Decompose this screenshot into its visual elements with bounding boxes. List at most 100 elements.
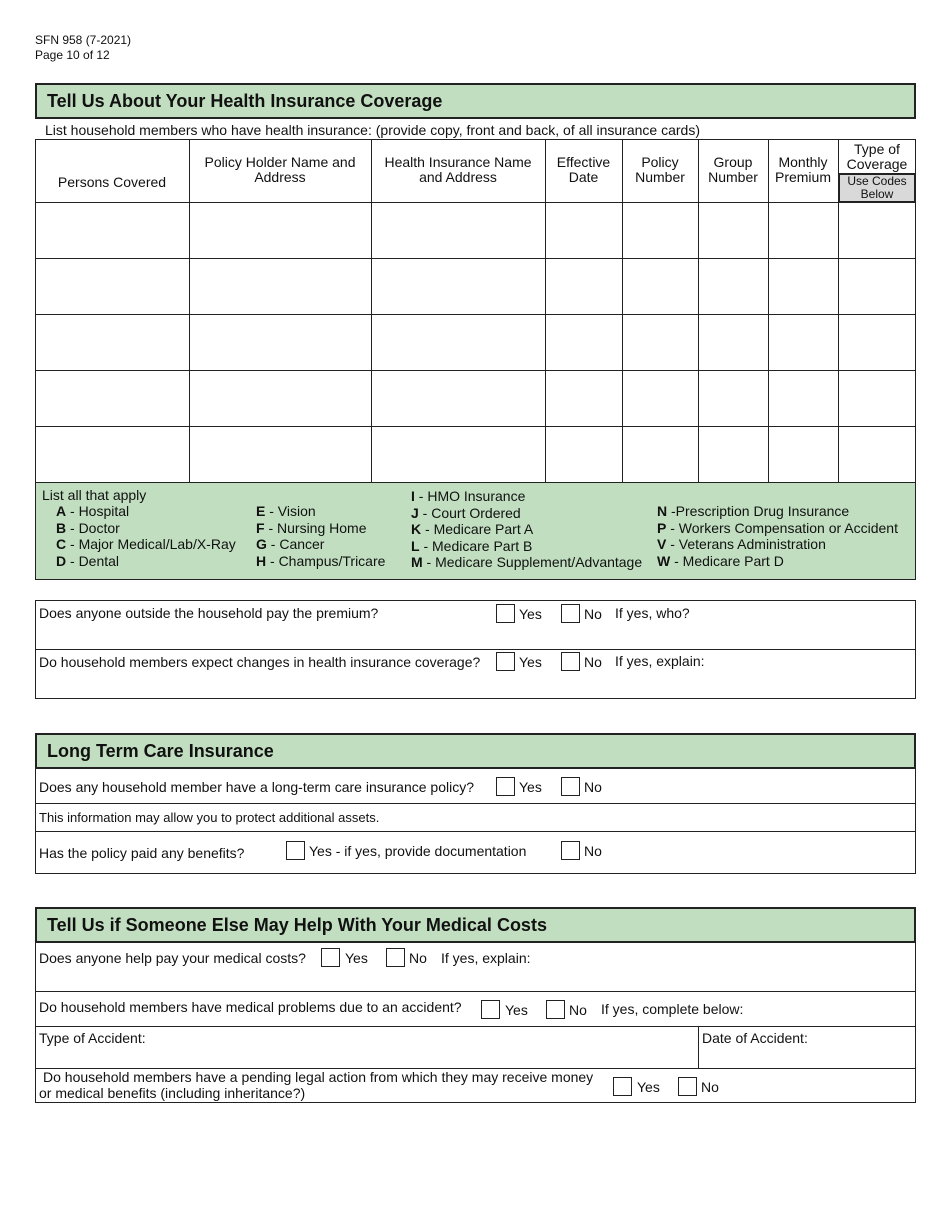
no-label: No (409, 950, 427, 966)
table-cell[interactable] (37, 204, 187, 256)
code-description: - Major Medical/Lab/X-Ray (66, 536, 236, 552)
ltc-note: This information may allow you to protec… (39, 810, 380, 825)
table-cell[interactable] (191, 260, 369, 312)
table-cell[interactable] (373, 316, 543, 368)
column-header: Type of Coverage (846, 141, 908, 172)
code-description: - Dental (66, 552, 120, 569)
legal-no-checkbox[interactable] (678, 1077, 697, 1096)
coverage-code: P - Workers Compensation or Accident (657, 520, 898, 537)
code-letter: D (56, 552, 67, 569)
table-cell[interactable] (373, 428, 543, 480)
table-cell[interactable] (191, 204, 369, 256)
premium-who-field[interactable] (700, 603, 910, 643)
table-cell[interactable] (770, 204, 836, 256)
column-divider (371, 139, 372, 482)
coverage-code: H - Champus/Tricare (256, 553, 385, 570)
no-label: No (584, 654, 602, 670)
codes-column: E - Vision F - Nursing Home G - Cancer H - … (256, 503, 385, 569)
table-cell[interactable] (37, 316, 187, 368)
table-cell[interactable] (37, 372, 187, 424)
table-cell[interactable] (373, 204, 543, 256)
table-cell[interactable] (191, 428, 369, 480)
table-cell[interactable] (624, 204, 696, 256)
type-of-accident-label: Type of Accident: (39, 1030, 146, 1046)
type-of-accident-field[interactable] (36, 1046, 696, 1066)
table-cell[interactable] (840, 204, 914, 256)
q-changes: Do household members expect changes in h… (39, 654, 481, 670)
code-letter: B (56, 519, 67, 536)
table-cell[interactable] (700, 428, 766, 480)
coverage-code: A - Hospital (56, 503, 236, 520)
table-cell[interactable] (840, 316, 914, 368)
code-description: - Vision (265, 503, 316, 519)
premium-no-checkbox[interactable] (561, 604, 580, 623)
table-cell[interactable] (373, 372, 543, 424)
code-description: - Nursing Home (264, 519, 367, 536)
table-cell[interactable] (547, 372, 620, 424)
no-label: No (584, 779, 602, 795)
row-divider (35, 370, 916, 371)
table-cell[interactable] (770, 316, 836, 368)
accident-no-checkbox[interactable] (546, 1000, 565, 1019)
table-cell[interactable] (770, 428, 836, 480)
code-letter: F (256, 519, 265, 536)
help-yes-checkbox[interactable] (321, 948, 340, 967)
yes-label: Yes (519, 606, 542, 622)
column-divider (622, 139, 623, 482)
benefits-no-checkbox[interactable] (561, 841, 580, 860)
table-cell[interactable] (37, 260, 187, 312)
ltc-box (35, 767, 916, 874)
table-cell[interactable] (700, 204, 766, 256)
code-description: - HMO Insurance (414, 488, 526, 504)
table-cell[interactable] (700, 316, 766, 368)
coverage-code: N -Prescription Drug Insurance (657, 503, 898, 520)
section-title-medical: Tell Us if Someone Else May Help With Yo… (35, 907, 916, 943)
changes-yes-checkbox[interactable] (496, 652, 515, 671)
table-cell[interactable] (624, 316, 696, 368)
code-description: - Veterans Administration (666, 536, 826, 552)
table-cell[interactable] (700, 260, 766, 312)
column-header: Policy Holder Name and Address (204, 154, 356, 185)
q-changes-follow: If yes, explain: (615, 653, 705, 669)
accident-yes-checkbox[interactable] (481, 1000, 500, 1019)
column-header: Effective Date (556, 154, 611, 185)
table-cell[interactable] (624, 372, 696, 424)
legal-yes-checkbox[interactable] (613, 1077, 632, 1096)
table-cell[interactable] (700, 372, 766, 424)
codes-column: A - Hospital B - Doctor C - Major Medical/… (56, 503, 236, 569)
column-header: Persons Covered (57, 173, 167, 190)
codes-column: I - HMO Insurance J - Court Ordered K - Me… (411, 488, 642, 571)
column-divider (698, 139, 699, 482)
table-cell[interactable] (624, 260, 696, 312)
code-letter: E (256, 503, 266, 519)
table-cell[interactable] (547, 316, 620, 368)
premium-yes-checkbox[interactable] (496, 604, 515, 623)
table-cell[interactable] (770, 260, 836, 312)
codes-label: List all that apply (42, 487, 147, 503)
code-description: - Champus/Tricare (266, 552, 386, 569)
ltc-no-checkbox[interactable] (561, 777, 580, 796)
table-cell[interactable] (547, 204, 620, 256)
table-cell[interactable] (840, 372, 914, 424)
q-help-pay: Does anyone help pay your medical costs? (39, 950, 306, 966)
coverage-code: W - Medicare Part D (657, 553, 898, 570)
table-cell[interactable] (373, 260, 543, 312)
changes-no-checkbox[interactable] (561, 652, 580, 671)
changes-explain-field[interactable] (720, 652, 910, 694)
ltc-yes-checkbox[interactable] (496, 777, 515, 796)
date-of-accident-field[interactable] (700, 1046, 914, 1066)
section-title-ltc: Long Term Care Insurance (35, 733, 916, 769)
table-cell[interactable] (547, 260, 620, 312)
table-cell[interactable] (770, 372, 836, 424)
table-cell[interactable] (191, 316, 369, 368)
code-description: - Court Ordered (418, 504, 521, 521)
table-cell[interactable] (547, 428, 620, 480)
q-ltc-policy: Does any household member have a long-te… (39, 779, 475, 795)
table-cell[interactable] (624, 428, 696, 480)
help-no-checkbox[interactable] (386, 948, 405, 967)
benefits-yes-checkbox[interactable] (286, 841, 305, 860)
table-cell[interactable] (840, 428, 914, 480)
table-cell[interactable] (840, 260, 914, 312)
table-cell[interactable] (37, 428, 187, 480)
table-cell[interactable] (191, 372, 369, 424)
